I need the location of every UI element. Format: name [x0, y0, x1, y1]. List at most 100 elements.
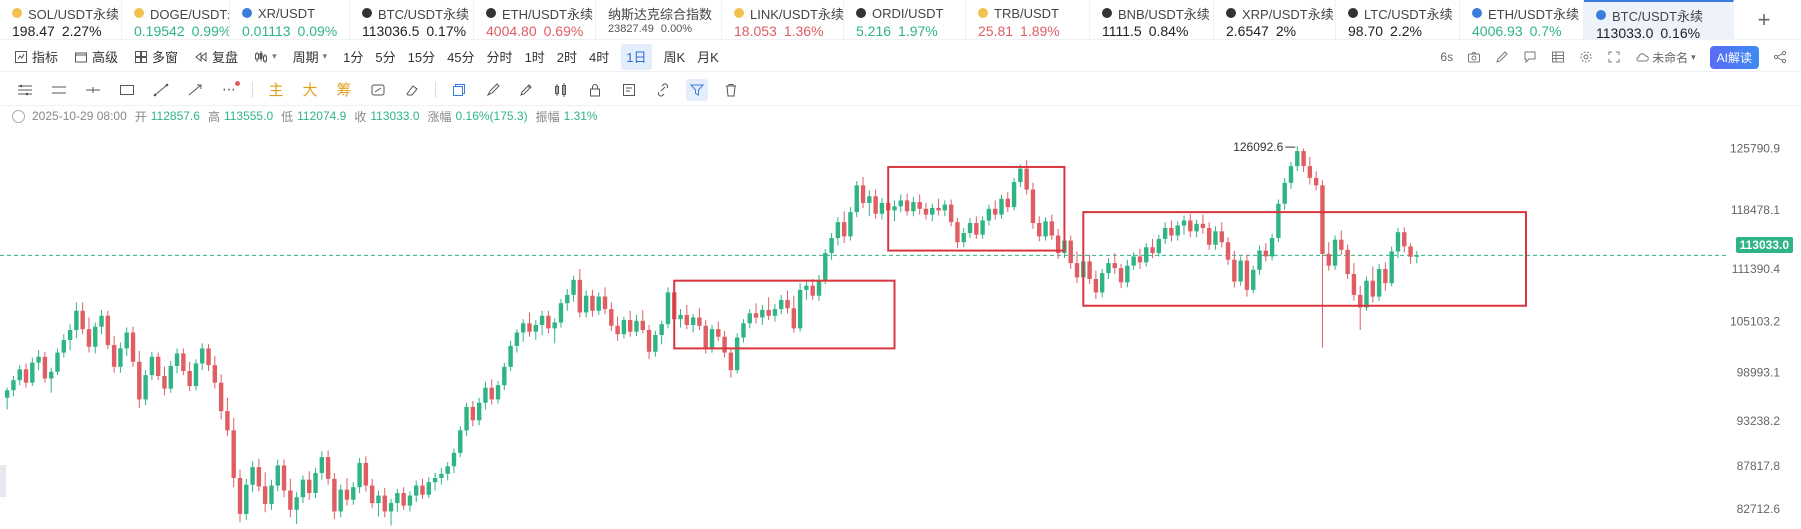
candle-body	[502, 366, 507, 386]
ticker-tab[interactable]: XRP/USDT永续 2.6547 2%	[1214, 0, 1336, 40]
candlestick-chart[interactable]: 125790.9 118478.1 111390.4 105103.2 98993.1 9…	[0, 126, 1801, 529]
interval-button[interactable]: 4时	[589, 50, 610, 65]
candle-pattern-icon[interactable]	[550, 79, 572, 101]
period-dropdown[interactable]: 周期 ▾	[293, 44, 328, 70]
trash-icon[interactable]	[720, 79, 742, 101]
ticker-quote: 4004.80 0.69%	[486, 23, 595, 40]
pencil-icon[interactable]	[516, 79, 538, 101]
interval-button[interactable]: 周K	[663, 50, 686, 65]
brush-icon[interactable]	[482, 79, 504, 101]
interval-button[interactable]: 5分	[375, 50, 396, 65]
ray-line-icon[interactable]	[82, 79, 104, 101]
eye-icon[interactable]	[12, 109, 25, 123]
ticker-price: 113033.0	[1596, 25, 1654, 40]
gear-icon[interactable]	[1579, 50, 1593, 64]
interval-button[interactable]: 1分	[343, 50, 364, 65]
ticker-change: 0.7%	[1529, 23, 1562, 39]
candle-body	[1383, 268, 1388, 284]
parallel-lines-icon[interactable]	[48, 79, 70, 101]
pen-icon[interactable]	[1495, 50, 1509, 64]
candle-body	[917, 202, 922, 209]
candle-body	[1263, 250, 1269, 257]
chart-type-button[interactable]: ▾	[254, 44, 277, 70]
lock-icon[interactable]	[584, 79, 606, 101]
ai-analysis-button[interactable]: AI解读	[1709, 45, 1759, 69]
ticker-tab[interactable]: LINK/USDT永续 18.053 1.36%	[722, 0, 844, 40]
share-icon[interactable]	[1773, 50, 1787, 64]
ticker-change: 2%	[1275, 23, 1297, 39]
ticker-change: 0.09%	[297, 23, 338, 39]
low-label: 低	[281, 109, 294, 124]
candle-body	[508, 345, 513, 367]
ticker-tab[interactable]: ORDI/USDT 5.216 1.97%	[844, 0, 966, 40]
candle-body	[1150, 247, 1155, 254]
candle-body	[1106, 263, 1111, 274]
fullscreen-icon[interactable]	[1607, 50, 1621, 64]
ticker-tab[interactable]: ETH/USDT永续 4004.80 0.69%	[474, 0, 596, 40]
replay-button[interactable]: 复盘	[194, 44, 238, 70]
rectangle-icon[interactable]	[116, 79, 138, 101]
camera-icon[interactable]	[1467, 50, 1481, 64]
ticker-quote: 0.19542 0.99%	[134, 23, 229, 40]
ticker-tab[interactable]: XR/USDT 0.01113 0.09%	[230, 0, 350, 40]
indicator-icon	[15, 50, 27, 63]
max-price-label: 126092.6	[1233, 140, 1283, 154]
interval-button[interactable]: 1时	[524, 50, 545, 65]
ticker-symbol: DOGE/USDT永续	[150, 6, 229, 22]
candle-body	[325, 457, 331, 479]
ticker-tab[interactable]: SOL/USDT永续 198.47 2.27%	[0, 0, 122, 40]
panel-resize-handle[interactable]	[0, 465, 6, 497]
arrow-line-icon[interactable]	[184, 79, 206, 101]
note-icon[interactable]	[618, 79, 640, 101]
candle-body	[1112, 263, 1117, 269]
chart-toolbar: 指标 高级 多窗 复盘 ▾ 周期 ▾ 1分 5分 15分 45分 分时 1时 2时 4时 1日周…	[0, 42, 1801, 72]
refresh-rate[interactable]: 6s	[1440, 50, 1454, 64]
layout-name-dropdown[interactable]: 未命名 ▾	[1635, 49, 1696, 66]
ticker-change: 0.00%	[660, 23, 693, 35]
candle-body	[1024, 168, 1029, 190]
copy-icon[interactable]	[448, 79, 470, 101]
ticker-tab[interactable]: LTC/USDT永续 98.70 2.2%	[1336, 0, 1460, 40]
interval-button[interactable]: 分时	[486, 50, 513, 65]
ticker-tab[interactable]: BNB/USDT永续 1111.5 0.84%	[1090, 0, 1214, 40]
trend-line-icon[interactable]	[150, 79, 172, 101]
candle-body	[596, 296, 601, 311]
add-tab-button[interactable]: +	[1757, 6, 1771, 32]
candle-body	[546, 315, 551, 329]
candle-body	[791, 308, 797, 329]
chip-distribution-tool[interactable]: 筹	[336, 82, 352, 99]
comment-icon[interactable]	[1523, 50, 1537, 64]
multi-window-button[interactable]: 多窗	[134, 44, 178, 70]
ticker-header: XR/USDT	[242, 4, 349, 22]
more-tools-icon[interactable]: ⋯	[218, 79, 240, 101]
filter-icon[interactable]	[686, 78, 708, 101]
candle-body	[36, 356, 41, 363]
ticker-header: BNB/USDT永续	[1102, 4, 1213, 22]
annotation-rectangle	[887, 165, 1066, 252]
ticker-tab[interactable]: BTC/USDT永续 113033.0 0.16%	[1584, 0, 1734, 40]
candle-body	[476, 402, 482, 421]
big-tool[interactable]: 大	[302, 82, 318, 99]
ticker-quote: 113033.0 0.16%	[1596, 25, 1733, 40]
interval-button[interactable]: 45分	[447, 50, 475, 65]
ticker-tab[interactable]: 纳斯达克综合指数 23827.49 0.00%	[596, 0, 722, 40]
table-icon[interactable]	[1551, 50, 1565, 64]
advanced-button[interactable]: 高级	[74, 44, 118, 70]
ticker-tab[interactable]: BTC/USDT永续 113036.5 0.17%	[350, 0, 474, 40]
indicators-button[interactable]: 指标	[14, 44, 58, 70]
interval-button[interactable]: 1日	[621, 43, 652, 70]
main-chart-tool[interactable]: 主	[268, 82, 284, 99]
ticker-tab[interactable]: ETH/USDT永续 4006.93 0.7%	[1460, 0, 1584, 40]
ticker-tab[interactable]: TRB/USDT 25.81 1.89%	[966, 0, 1090, 40]
candle-body	[835, 222, 841, 239]
interval-button[interactable]: 2时	[556, 50, 578, 65]
ticker-quote: 98.70 2.2%	[1348, 23, 1459, 40]
magnet-icon[interactable]	[367, 79, 389, 101]
eraser-icon[interactable]	[401, 79, 423, 101]
candle-body	[609, 309, 614, 326]
horizontal-lines-icon[interactable]	[14, 79, 36, 101]
interval-button[interactable]: 月K	[697, 50, 719, 65]
interval-button[interactable]: 15分	[407, 50, 436, 65]
ticker-tab[interactable]: DOGE/USDT永续0.19542 0.99%	[122, 0, 230, 40]
link-icon[interactable]	[652, 79, 674, 101]
